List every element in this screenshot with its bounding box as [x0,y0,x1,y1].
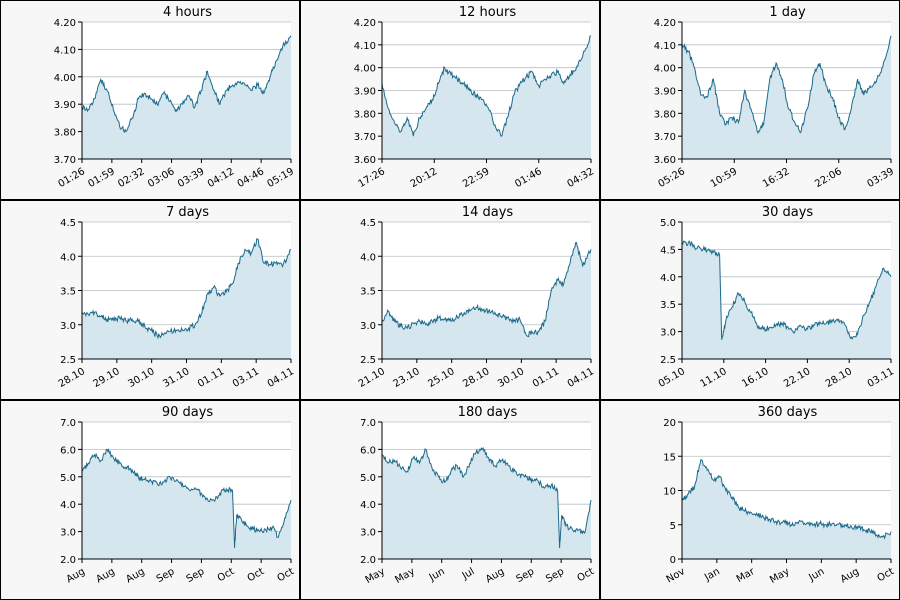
y-tick-label: 3.70 [654,132,676,143]
series-area [682,459,891,559]
series-line [681,458,892,540]
y-tick-label: 0 [670,555,676,566]
y-tick-label: 5.0 [60,473,76,484]
y-tick-label: 3.90 [354,87,376,98]
y-tick-label: 3.80 [654,109,676,120]
y-tick-label: 4.20 [354,18,376,29]
y-tick-label: 2.5 [660,355,676,366]
series-area [82,35,291,160]
y-tick-label: 2.0 [60,555,76,566]
y-tick-label: 6.0 [60,445,76,456]
y-tick-label: 7.0 [60,418,76,429]
y-tick-label: 4.20 [654,18,676,29]
y-tick-label: 4.20 [54,18,76,29]
y-tick-label: 4.10 [654,41,676,52]
chart-title: 14 days [462,205,514,220]
y-tick-label: 3.70 [54,155,76,166]
series-area [382,242,591,359]
y-tick-label: 4.0 [60,500,76,511]
series-line [81,448,292,549]
y-tick-label: 4.5 [660,245,676,256]
series-line [381,241,592,338]
y-tick-label: 4.0 [360,252,376,263]
series-line [381,35,592,137]
y-tick-label: 4.00 [654,64,676,75]
series-line [681,239,892,341]
chart-title: 1 day [769,5,806,20]
y-tick-label: 2.5 [60,355,76,366]
y-tick-label: 3.60 [654,155,676,166]
y-tick-label: 3.0 [360,321,376,332]
chart-title: 12 hours [459,5,516,20]
y-tick-label: 4.00 [54,73,76,84]
y-tick-label: 3.5 [60,287,76,298]
y-tick-label: 3.90 [654,87,676,98]
y-tick-label: 3.90 [54,100,76,111]
y-tick-label: 3.0 [660,328,676,339]
y-tick-label: 2.0 [360,555,376,566]
y-tick-label: 4.0 [60,252,76,263]
y-tick-label: 3.80 [354,109,376,120]
series-line [381,446,592,549]
chart-title: 180 days [458,405,518,420]
chart-title: 90 days [162,405,214,420]
y-tick-label: 6.0 [360,445,376,456]
y-tick-label: 4.00 [354,64,376,75]
series-area [382,35,591,160]
chart-title: 4 hours [163,5,212,20]
y-tick-label: 3.60 [354,155,376,166]
series-area [82,238,291,359]
chart-panel-1: 12 hours3.603.703.803.904.004.104.2017:2… [300,0,600,200]
y-tick-label: 3.0 [360,528,376,539]
y-tick-label: 3.5 [360,287,376,298]
chart-title: 30 days [762,205,814,220]
y-tick-label: 4.0 [360,500,376,511]
y-tick-label: 7.0 [360,418,376,429]
y-tick-label: 4.10 [54,45,76,56]
y-tick-label: 4.0 [660,273,676,284]
y-tick-label: 5 [670,521,676,532]
y-tick-label: 3.70 [354,132,376,143]
series-area [682,241,891,359]
series-line [681,35,892,135]
series-line [81,238,292,340]
y-tick-label: 3.5 [660,300,676,311]
series-area [682,35,891,160]
y-tick-label: 4.5 [360,218,376,229]
y-tick-label: 3.80 [54,128,76,139]
chart-title: 7 days [166,205,209,220]
y-tick-label: 4.10 [354,41,376,52]
y-tick-label: 5.0 [660,218,676,229]
y-tick-label: 2.5 [360,355,376,366]
y-tick-label: 3.0 [60,528,76,539]
y-tick-label: 20 [663,418,676,429]
y-tick-label: 3.0 [60,321,76,332]
y-tick-label: 4.5 [60,218,76,229]
chart-title: 360 days [758,405,818,420]
series-line [81,35,292,134]
y-tick-label: 10 [663,487,676,498]
series-area [382,448,591,559]
y-tick-label: 5.0 [360,473,376,484]
series-area [82,449,291,559]
y-tick-label: 15 [663,452,676,463]
